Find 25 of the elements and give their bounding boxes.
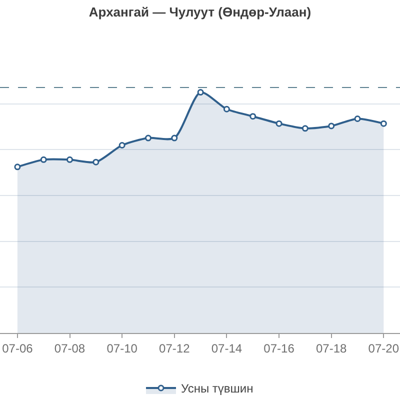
x-tick-label: 07-18 <box>316 341 348 356</box>
x-tick-label: 07-12 <box>159 341 190 356</box>
point <box>66 156 73 163</box>
point <box>250 113 256 120</box>
point <box>14 164 21 170</box>
x-tick-label: 07-16 <box>264 341 295 356</box>
point <box>328 122 335 130</box>
point <box>223 106 230 112</box>
point <box>40 156 47 163</box>
point <box>354 116 361 122</box>
point <box>302 125 308 132</box>
point <box>118 142 126 148</box>
x-tick-label: 07-14 <box>211 341 242 356</box>
chart-title: Архангай — Чулуут (Өндөр-Улаан) <box>88 4 312 20</box>
point <box>171 134 178 142</box>
point <box>197 89 204 96</box>
x-tick-label: 07-08 <box>54 341 86 356</box>
x-tick-label: 07-06 <box>2 341 34 356</box>
x-tick-label: 07-20 <box>368 341 400 356</box>
legend-label: Усны түвшин <box>181 382 254 396</box>
point <box>92 158 100 166</box>
x-tick-label: 07-10 <box>106 341 138 356</box>
point <box>276 120 282 127</box>
point <box>380 120 387 127</box>
point <box>144 134 152 142</box>
